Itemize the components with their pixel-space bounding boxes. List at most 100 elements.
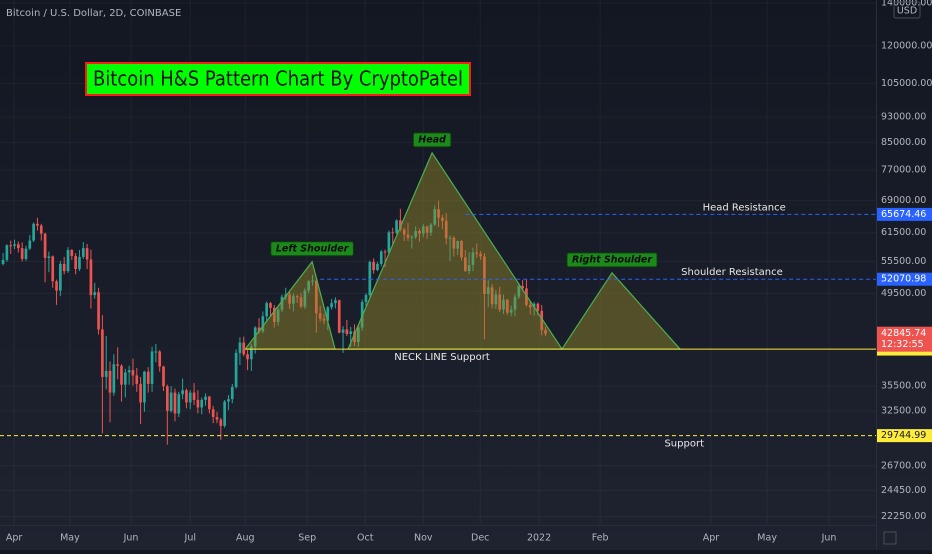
level-price: 52070.98 [881, 274, 926, 285]
candle-body [467, 264, 471, 272]
y-tick-label: 85000.00 [881, 137, 926, 148]
y-tick-label: 24450.00 [881, 485, 926, 496]
candle-body [368, 261, 372, 296]
level-label: Head Resistance [703, 202, 786, 213]
candle-body [17, 244, 20, 249]
candle-body [181, 390, 184, 395]
candle-body [154, 351, 158, 353]
candle-body [475, 252, 479, 254]
x-tick-label: Apr [703, 533, 720, 544]
candle-body [158, 351, 162, 367]
y-tick-label: 93000.00 [881, 112, 926, 123]
candle-body [192, 392, 196, 400]
candle-body [135, 375, 139, 384]
candle-body [139, 383, 142, 403]
last-price-box [877, 326, 932, 352]
pattern-label: Left Shoulder [276, 243, 350, 254]
candle-body [211, 409, 215, 417]
candle-body [437, 209, 440, 218]
candle-body [349, 331, 353, 334]
level-price-box [877, 207, 932, 221]
currency[interactable]: USD [897, 6, 917, 17]
x-tick-label: Aug [236, 533, 255, 544]
candle-body [272, 307, 276, 322]
candle-body [265, 303, 268, 317]
candle-body [502, 299, 505, 310]
candle-body [234, 352, 238, 388]
candle-body [78, 256, 81, 270]
candle-body [391, 232, 395, 234]
candle-body [353, 331, 356, 342]
candle-body [379, 251, 383, 264]
candle-body [540, 310, 544, 331]
candle-body [123, 372, 127, 385]
candle-body [441, 217, 444, 221]
level-price: 65674.46 [881, 209, 926, 220]
y-tick-label: 77000.00 [881, 164, 926, 175]
candle-body [108, 370, 112, 393]
y-tick-label: 49500.00 [881, 288, 926, 299]
candle-body [47, 256, 51, 258]
candle-body [32, 223, 35, 241]
candle-body [330, 303, 333, 308]
level-price-box [877, 429, 932, 443]
candle-body [276, 309, 280, 322]
candle-body [326, 307, 330, 321]
candle-body [230, 387, 234, 400]
pattern-label: Head [418, 134, 446, 145]
candle-body [418, 230, 421, 234]
candle-body [215, 416, 219, 420]
candle-body [150, 351, 154, 384]
candle-body [311, 280, 314, 282]
candle-body [345, 329, 349, 334]
candle-body [43, 233, 47, 258]
x-tick-label: May [60, 533, 80, 544]
candle-body [131, 370, 135, 376]
candle-body [62, 263, 66, 272]
y-tick-label: 105000.00 [881, 78, 932, 89]
candle-body [269, 303, 272, 308]
candle-body [341, 329, 345, 333]
candle-body [59, 263, 62, 291]
candle-body [517, 286, 521, 297]
level-price-box [877, 272, 932, 286]
currency-box[interactable] [893, 1, 921, 19]
candle-body [303, 290, 307, 307]
pattern-label-box [566, 252, 658, 268]
x-tick-label: Dec [471, 533, 489, 544]
candle-body [1, 259, 5, 264]
candle-body [395, 220, 398, 233]
candle-body [292, 296, 295, 304]
candle-body [200, 399, 204, 408]
candle-body [39, 225, 43, 234]
candle-body [528, 304, 532, 308]
candle-body [544, 330, 547, 334]
candle-body [238, 342, 242, 353]
candle-body [5, 245, 9, 260]
candle-body [387, 232, 391, 253]
candle-body [444, 220, 448, 239]
candle-body [429, 224, 433, 233]
candle-body [406, 234, 410, 238]
level-label: NECK LINE Support [394, 352, 490, 363]
x-tick-label: 2022 [527, 533, 551, 544]
candle-body [280, 296, 284, 310]
axes: 140000.00 120000.00 105000.00 93000.00 85000… [6, 0, 932, 544]
x-tick-label: May [757, 533, 777, 544]
candle-body [257, 327, 261, 332]
candle-body [490, 287, 494, 305]
candle-body [372, 261, 375, 271]
candle-body [471, 252, 475, 265]
candle-body [81, 248, 85, 257]
y-tick-label: 120000.00 [881, 41, 932, 52]
y-tick-label: 61500.00 [881, 227, 926, 238]
settings-icon[interactable] [883, 531, 897, 545]
candle-body [483, 256, 486, 294]
candle-body [143, 371, 146, 403]
candle-body [399, 220, 402, 230]
level-label: Support [664, 439, 704, 450]
candle-body [55, 281, 58, 291]
y-tick-label: 26700.00 [881, 460, 926, 471]
candle-body [242, 342, 246, 355]
